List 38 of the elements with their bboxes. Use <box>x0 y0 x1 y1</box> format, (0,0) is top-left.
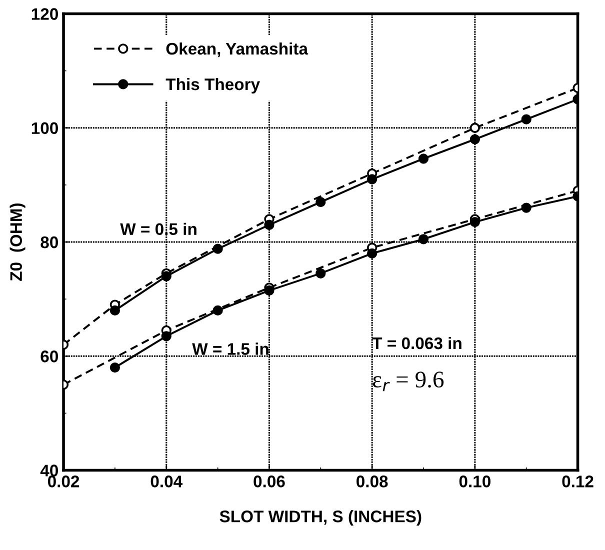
y-tick-label: 120 <box>32 8 58 20</box>
y-tick-label: 60 <box>40 350 58 362</box>
point <box>316 268 326 278</box>
x-tick-label: 0.04 <box>150 476 183 488</box>
point <box>367 248 378 258</box>
point <box>418 234 429 244</box>
point <box>316 196 326 208</box>
x-axis-title: SLOT WIDTH, S (INCHES) <box>220 510 422 526</box>
legend-label: This Theory <box>166 78 260 94</box>
point <box>470 216 480 228</box>
point <box>470 134 480 144</box>
y-tick-label: 40 <box>40 464 58 476</box>
point <box>418 154 429 164</box>
point <box>521 114 532 124</box>
y-tick-label: 80 <box>40 236 58 248</box>
point <box>110 305 120 316</box>
annotation: ε$_{r}$ = 9.6 <box>372 372 444 392</box>
y-axis-title: Z0 (OHM) <box>10 203 26 281</box>
y-tick-label: 100 <box>32 122 58 134</box>
annotation: W = 1.5 in <box>192 342 268 355</box>
x-tick-label: 0.08 <box>356 476 388 488</box>
point <box>161 271 172 282</box>
x-tick-label: 0.12 <box>562 476 594 488</box>
x-tick-label: 0.02 <box>48 476 80 488</box>
point <box>264 220 274 230</box>
point <box>470 122 480 133</box>
x-tick-label: 0.06 <box>254 476 285 488</box>
x-tick-label: 0.10 <box>459 476 490 488</box>
point <box>212 244 223 254</box>
point <box>367 174 378 184</box>
point <box>110 362 120 373</box>
annotation: W = 0.5 in <box>120 222 196 236</box>
legend-label: Okean, Yamashita <box>166 42 308 58</box>
point <box>212 305 223 316</box>
point <box>264 285 274 296</box>
point <box>521 202 532 213</box>
annotation: T = 0.063 in <box>372 336 462 350</box>
point <box>161 331 172 342</box>
